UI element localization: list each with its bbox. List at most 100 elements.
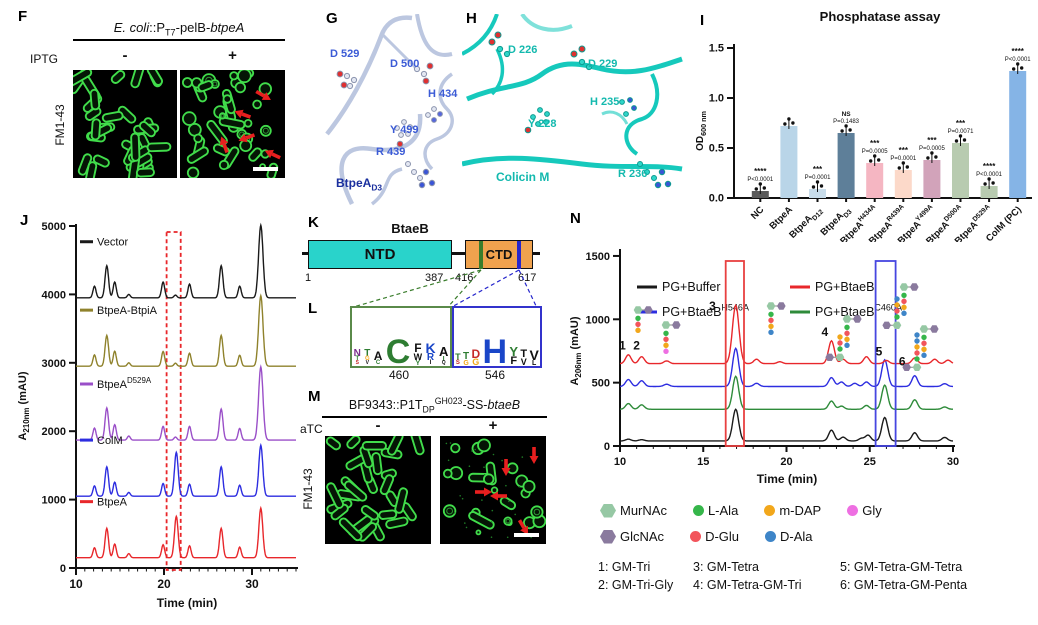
highlight-box: [724, 260, 745, 447]
residue-label-r439: R 439: [376, 146, 406, 158]
svg-text:1000: 1000: [586, 314, 610, 326]
legend-item-gly: Gly: [847, 503, 882, 518]
legend-label: D-Ala: [780, 529, 813, 544]
svg-text:***: ***: [956, 119, 966, 128]
panel-i-label: I: [700, 12, 705, 29]
red-arrow: [475, 487, 492, 497]
svg-text:1000: 1000: [42, 495, 66, 507]
scale-bar: [253, 167, 278, 171]
molecule-btpea-sub: D3: [371, 182, 383, 193]
bar: [923, 160, 941, 198]
svg-text:Vector: Vector: [97, 237, 129, 249]
glycan-structure-2: [661, 321, 681, 354]
residue-label-d500: D 500: [390, 58, 420, 70]
legend-label: D-Glu: [705, 529, 740, 544]
logo-letter: Q: [441, 360, 446, 367]
bar: [952, 143, 969, 198]
svg-text:P=0.0001: P=0.0001: [805, 175, 832, 181]
svg-text:500: 500: [592, 378, 610, 390]
panel-f-label: F: [18, 8, 28, 25]
hexagon-icon: [600, 503, 616, 518]
svg-text:P<0.0001: P<0.0001: [747, 177, 774, 183]
svg-text:P=0.0001: P=0.0001: [890, 156, 917, 162]
hplc-chromatogram-j: 0 1000 2000 3000 4000 5000 10 20 30 Time (min) A21…: [17, 221, 298, 610]
domain-ntd: NTD: [308, 240, 452, 269]
circle-icon: [847, 505, 859, 516]
svg-text:P=0.0005: P=0.0005: [862, 149, 889, 155]
svg-text:NS: NS: [842, 111, 852, 118]
panel-l-label: L: [308, 300, 318, 317]
cells: [325, 436, 425, 542]
legend-item-murnac: MurNAc: [600, 503, 667, 518]
svg-text:3000: 3000: [42, 358, 66, 370]
logo-letter: V: [365, 360, 369, 367]
svg-text:***: ***: [813, 165, 823, 174]
panel-m-label: M: [308, 388, 321, 405]
svg-text:Time (min): Time (min): [157, 596, 217, 610]
bar: [1009, 71, 1027, 198]
micrograph-m-minus: [325, 436, 431, 544]
logo-letter: T: [355, 356, 360, 363]
residue-number-387: 387: [425, 272, 444, 284]
svg-text:5000: 5000: [42, 221, 66, 233]
residue-number-1: 1: [305, 272, 312, 284]
logo-letter: A: [438, 343, 449, 359]
svg-text:****: ****: [1011, 47, 1024, 56]
logo-letter: V: [529, 346, 539, 363]
svg-text:***: ***: [927, 136, 937, 145]
peak-key-3: 3: GM-Tetra: [693, 560, 759, 574]
legend-label: Gly: [862, 503, 882, 518]
red-arrow: [264, 149, 281, 160]
red-arrow: [501, 459, 511, 476]
highlight-box: [874, 260, 897, 447]
svg-text:A206nm (mAU): A206nm (mAU): [569, 316, 583, 385]
legend-label: L-Ala: [707, 503, 739, 518]
panel-m-title-gene: btaeB: [487, 398, 521, 413]
svg-text:1.0: 1.0: [709, 93, 724, 105]
logo-letter: F: [510, 355, 518, 368]
residue-number-617: 617: [518, 272, 537, 284]
panel-g-label: G: [326, 10, 338, 27]
svg-text:4: 4: [821, 325, 828, 339]
red-arrow: [517, 519, 528, 535]
logo-letter: A: [373, 348, 383, 363]
cells: [442, 438, 546, 539]
svg-text:***: ***: [899, 146, 909, 155]
logo-letter: S: [455, 360, 460, 367]
glycan-structure-1: [633, 306, 653, 333]
svg-text:P=0.0005: P=0.0005: [919, 146, 946, 152]
peak-key-row1: 1: GM-Tri 3: GM-Tetra 5: GM-Tetra-GM-Tet…: [598, 560, 1020, 574]
peak-key-1: 1: GM-Tri: [598, 560, 651, 574]
svg-text:3: 3: [709, 299, 716, 313]
structure-g-ribbon: [325, 14, 454, 206]
svg-text:0: 0: [60, 563, 66, 575]
logo-position-460: 460: [388, 368, 410, 382]
panel-f-minus: -: [122, 47, 128, 64]
peak-key-6: 6: GM-Tetra-GM-Penta: [840, 578, 968, 592]
circle-icon: [690, 531, 702, 542]
legend-item-glcnac: GlcNAc: [600, 529, 664, 544]
red-arrow: [234, 109, 252, 119]
svg-text:PG+BtaeB: PG+BtaeB: [815, 280, 874, 294]
molecule-btpea-base: BtpeA: [336, 176, 372, 190]
legend-label: m-DAP: [779, 503, 822, 518]
panel-f-inducer-label: IPTG: [30, 52, 59, 66]
peak-key-row2: 2: GM-Tri-Gly 4: GM-Tetra-GM-Tri 6: GM-T…: [598, 578, 1020, 592]
bar: [780, 126, 798, 198]
panel-i-title: Phosphatase assay: [819, 9, 941, 24]
svg-text:***: ***: [870, 139, 880, 148]
logo-letter: L: [532, 359, 537, 367]
glycan-structure-3: [766, 302, 786, 335]
panel-m-title: BF9343::P1TDPGH023-SS-btaeB: [322, 396, 547, 418]
residue-legend-row1: MurNAc L-Ala m-DAP Gly: [600, 503, 882, 518]
svg-text:2: 2: [633, 339, 640, 353]
